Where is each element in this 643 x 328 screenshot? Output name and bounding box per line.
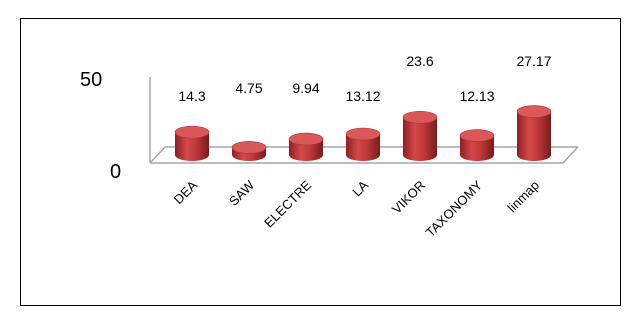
bar-la bbox=[345, 127, 381, 161]
bar-body bbox=[175, 132, 209, 161]
bar-dea bbox=[174, 125, 210, 161]
x-tick-label: ELECTRE bbox=[261, 177, 314, 230]
data-label: 9.94 bbox=[292, 80, 319, 96]
bar-vikor bbox=[402, 110, 438, 161]
bar-top-cap bbox=[174, 125, 210, 139]
bar-top-cap bbox=[288, 132, 324, 146]
bar-top-cap bbox=[516, 105, 552, 118]
data-label: 27.17 bbox=[516, 53, 551, 69]
bar-body bbox=[460, 135, 494, 161]
data-label: 4.75 bbox=[235, 80, 262, 96]
y-tick-label-min: 0 bbox=[110, 161, 121, 183]
data-label: 23.6 bbox=[406, 53, 433, 69]
bar-body bbox=[517, 111, 551, 161]
bar-body bbox=[403, 117, 437, 161]
bar-top-cap bbox=[402, 110, 438, 124]
chart-frame bbox=[20, 18, 621, 306]
data-label: 14.3 bbox=[178, 88, 205, 104]
data-label: 12.13 bbox=[459, 88, 494, 104]
bar-taxonomy bbox=[459, 129, 495, 161]
bar-top-cap bbox=[231, 141, 267, 154]
floor-outline bbox=[149, 146, 579, 164]
bar-linmap bbox=[516, 105, 552, 161]
x-tick-label: TAXONOMY bbox=[423, 177, 486, 240]
data-label: 13.12 bbox=[345, 88, 380, 104]
x-tick-label: VIKOR bbox=[389, 178, 428, 217]
x-tick-label: LA bbox=[349, 177, 371, 199]
x-tick-label: linmap bbox=[504, 178, 542, 216]
bar-top-cap bbox=[459, 129, 495, 142]
bar-top-cap bbox=[345, 127, 381, 141]
x-tick-label: DEA bbox=[171, 177, 201, 207]
x-tick-label: SAW bbox=[226, 177, 258, 209]
bar-body bbox=[346, 134, 380, 161]
bar-electre bbox=[288, 132, 324, 161]
bar-saw bbox=[231, 141, 267, 161]
y-tick-label-max: 50 bbox=[80, 69, 102, 91]
